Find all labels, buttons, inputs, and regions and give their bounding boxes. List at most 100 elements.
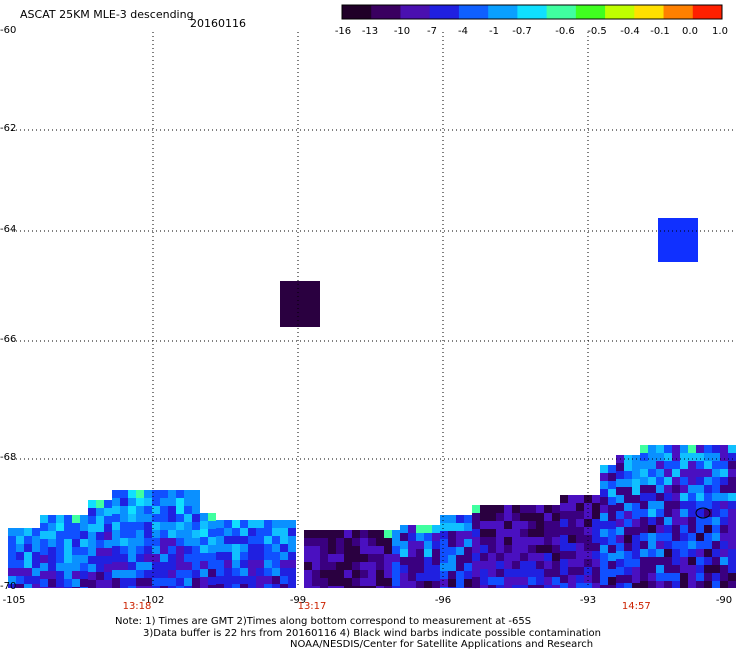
swath-cell (352, 546, 360, 554)
swath-cell (544, 513, 552, 521)
swath-cell (720, 453, 728, 461)
swath-cell (464, 563, 472, 571)
swath-cell (712, 541, 720, 549)
swath-cell (112, 546, 120, 554)
swath-cell (216, 520, 224, 528)
swath-cell (696, 477, 704, 485)
swath-cell (96, 532, 104, 540)
swath-cell (456, 523, 464, 531)
swath-cell (392, 530, 400, 538)
swath-cell (232, 552, 240, 560)
swath-cell (160, 490, 168, 498)
swath-cell (48, 539, 56, 547)
swath-cell (560, 559, 568, 567)
swath-cell (560, 519, 568, 527)
swath-cell (392, 554, 400, 562)
swath-cell (88, 540, 96, 548)
swath-cell (656, 533, 664, 541)
swath-cell (416, 533, 424, 541)
swath-cell (592, 519, 600, 527)
swath-cell (688, 517, 696, 525)
swath-cell (528, 561, 536, 569)
swath-cell (48, 547, 56, 555)
swath-cell (392, 586, 400, 588)
swath-cell (496, 521, 504, 529)
swath-cell (464, 571, 472, 579)
swath-cell (712, 485, 720, 493)
swath-cell (432, 541, 440, 549)
swath-cell (16, 536, 24, 544)
swath-cell (640, 461, 648, 469)
swath-cell (720, 509, 728, 517)
swath-cell (584, 519, 592, 527)
swath-cell (520, 529, 528, 537)
swath-cell (544, 545, 552, 553)
swath-cell (248, 520, 256, 528)
swath-cell (680, 533, 688, 541)
swath-cell (408, 573, 416, 581)
swath-cell (136, 530, 144, 538)
swath-cell (608, 537, 616, 545)
swath-cell (704, 541, 712, 549)
swath-cell (184, 490, 192, 498)
swath-cell (376, 562, 384, 570)
swath-cell (576, 551, 584, 559)
swath-cell (272, 584, 280, 588)
swath-cell (256, 520, 264, 528)
swath-cell (448, 555, 456, 563)
swath-cell (88, 556, 96, 564)
swath-cell (264, 560, 272, 568)
swath-cell (240, 536, 248, 544)
swath-cell (624, 527, 632, 535)
swath-cell (240, 528, 248, 536)
swath-cell (608, 585, 616, 588)
swath-cell (136, 514, 144, 522)
swath-cell (144, 498, 152, 506)
swath-cell (344, 530, 352, 538)
swath-cell (488, 561, 496, 569)
swath-cell (392, 538, 400, 546)
swath-cell (504, 513, 512, 521)
swath-cell (144, 530, 152, 538)
swath-cell (288, 584, 296, 588)
swath-cell (104, 500, 112, 508)
swath-cell (728, 557, 736, 565)
swath-cell (392, 578, 400, 586)
swath-cell (488, 529, 496, 537)
swath-cell (248, 528, 256, 536)
swath-cell (672, 445, 680, 453)
swath-cell (272, 528, 280, 536)
swath-cell (424, 573, 432, 581)
swath-cell (696, 453, 704, 461)
swath-cell (96, 516, 104, 524)
swath-cell (680, 549, 688, 557)
swath-cell (696, 509, 704, 517)
swath-cell (328, 530, 336, 538)
swath-cell (40, 571, 48, 579)
swath-cell (48, 563, 56, 571)
contamination-marker (695, 507, 711, 519)
swath-cell (8, 584, 16, 588)
swath-cell (704, 453, 712, 461)
swath-cell (624, 535, 632, 543)
swath-cell (72, 555, 80, 563)
swath-cell (568, 511, 576, 519)
swath-cell (200, 577, 208, 585)
swath-cell (136, 538, 144, 546)
swath-cell (440, 547, 448, 555)
swath-cell (688, 525, 696, 533)
swath-cell (448, 547, 456, 555)
swath-cell (592, 495, 600, 503)
swath-cell (688, 541, 696, 549)
swath-cell (632, 567, 640, 575)
swath-cell (208, 585, 216, 588)
swath-cell (440, 571, 448, 579)
swath-cell (88, 548, 96, 556)
colorbar-label: 1.0 (712, 26, 728, 37)
swath-cell (720, 557, 728, 565)
swath-cell (400, 557, 408, 565)
data-swath (8, 445, 736, 588)
swath-cell (144, 546, 152, 554)
swath-cell (496, 513, 504, 521)
